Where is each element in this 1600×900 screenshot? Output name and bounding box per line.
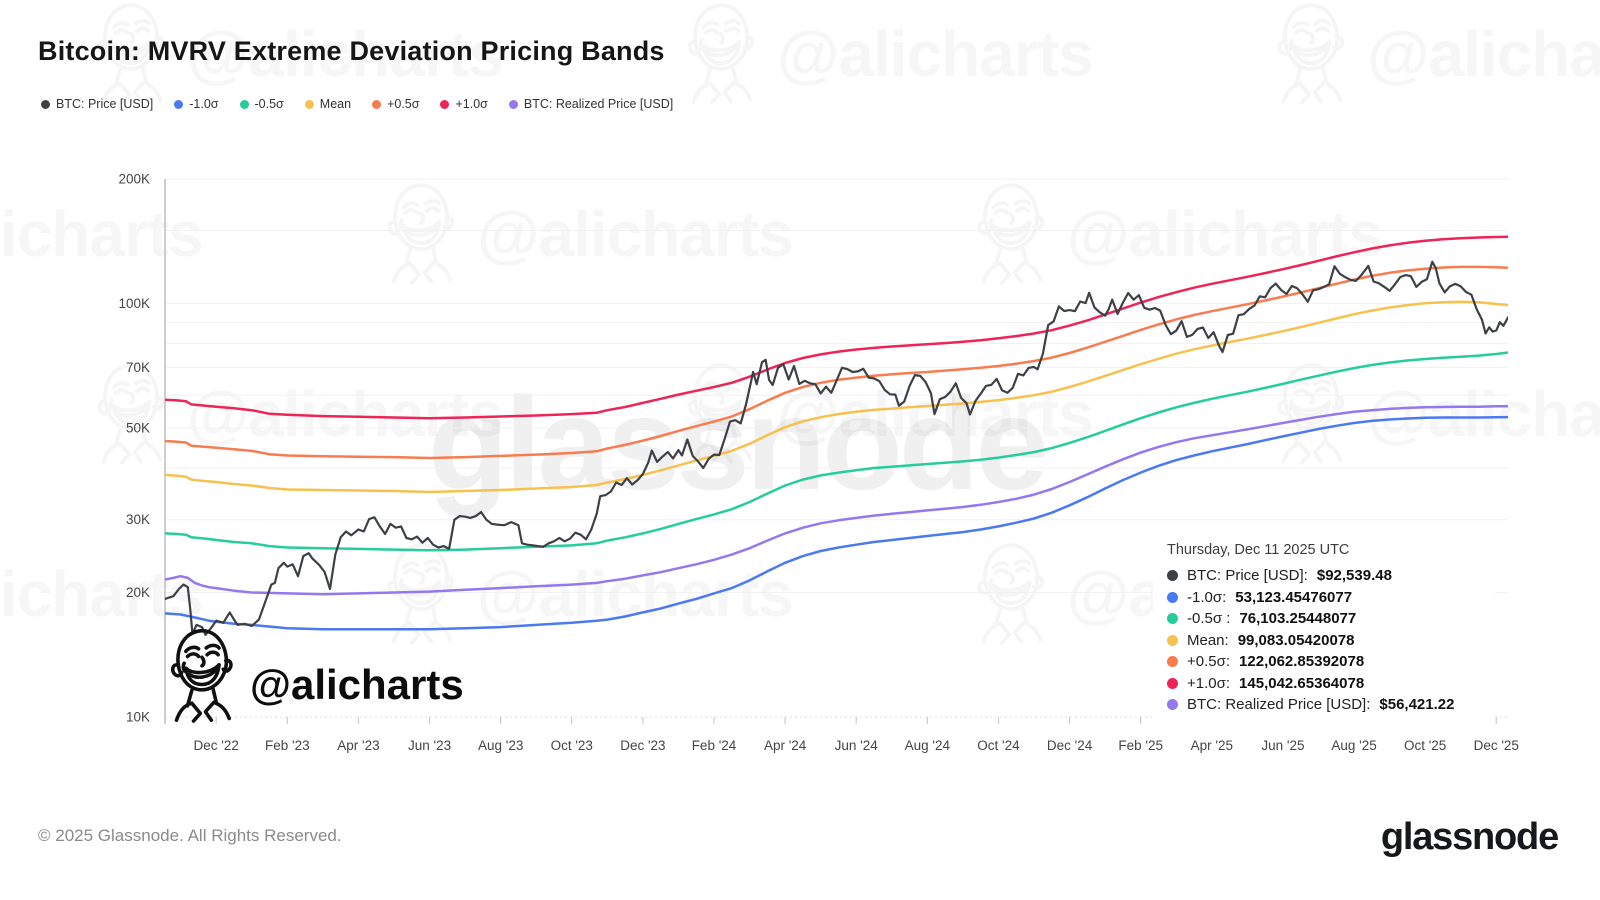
x-tick-label: Jun '23 (408, 738, 451, 753)
tooltip-row-5: +0.5σ: 122,062.85392078 (1167, 651, 1481, 673)
legend-item-label: -1.0σ (189, 97, 219, 111)
legend-dot-icon (440, 99, 450, 109)
series-line-btc-price-usd- (165, 260, 1508, 636)
tooltip-dot-icon (1167, 699, 1178, 711)
tooltip-dot-icon (1167, 634, 1178, 646)
tooltip-row-7: BTC: Realized Price [USD]: $56,421.22 (1167, 694, 1481, 716)
tooltip-dot-icon (1167, 591, 1178, 603)
y-tick-label: 50K (126, 420, 150, 435)
copyright-text: © 2025 Glassnode. All Rights Reserved. (38, 826, 342, 845)
legend-item-6[interactable]: +1.0σ (440, 97, 488, 111)
y-tick-label: 30K (126, 512, 150, 527)
tooltip-row-label: Mean: (1187, 631, 1229, 649)
x-tick-label: Aug '25 (1331, 738, 1376, 753)
legend-item-label: +1.0σ (455, 97, 488, 111)
x-tick-label: Dec '24 (1047, 738, 1093, 753)
chart-legend: BTC: Price [USD] -1.0σ -0.5σ Mean +0.5σ +1.0σ… (41, 97, 673, 111)
legend-item-7[interactable]: BTC: Realized Price [USD] (508, 97, 674, 111)
tooltip-row-1: BTC: Price [USD]: $92,539.48 (1167, 565, 1481, 587)
tooltip-row-value: $92,539.48 (1316, 567, 1392, 585)
y-tick-label: 20K (126, 585, 150, 600)
page-title: Bitcoin: MVRV Extreme Deviation Pricing … (38, 36, 665, 66)
x-tick-label: Apr '23 (337, 738, 379, 753)
tooltip-row-2: -1.0σ: 53,123.45476077 (1167, 587, 1481, 609)
tooltip-dot-icon (1167, 613, 1178, 625)
x-tick-label: Oct '24 (977, 738, 1020, 753)
legend-item-label: +0.5σ (387, 97, 420, 111)
tooltip-row-value: 99,083.05420078 (1237, 631, 1355, 649)
tooltip-row-6: +1.0σ: 145,042.65364078 (1167, 673, 1481, 695)
tooltip-row-value: 53,123.45476077 (1235, 588, 1353, 606)
tooltip-rows: BTC: Price [USD]: $92,539.48 -1.0σ: 53,12… (1167, 565, 1481, 716)
legend-item-5[interactable]: +0.5σ (372, 97, 419, 111)
tooltip-row-value: $56,421.22 (1379, 696, 1455, 714)
x-tick-label: Apr '24 (764, 738, 807, 753)
glassnode-logo: glassnode (1380, 816, 1559, 858)
y-tick-label: 200K (118, 172, 150, 187)
legend-item-label: -0.5σ (254, 97, 284, 111)
x-tick-label: Dec '25 (1474, 738, 1519, 753)
tooltip-row-label: BTC: Price [USD]: (1187, 567, 1308, 585)
x-tick-label: Aug '24 (905, 738, 951, 753)
series-line-+1.0- (165, 235, 1508, 420)
x-tick-label: Dec '23 (620, 738, 665, 753)
tooltip-date: Thursday, Dec 11 2025 UTC (1167, 542, 1350, 558)
tooltip-dot-icon (1167, 570, 1178, 582)
legend-item-1[interactable]: BTC: Price [USD] (41, 97, 153, 111)
x-tick-label: Oct '25 (1404, 738, 1446, 753)
legend-dot-icon (174, 99, 184, 109)
x-tick-label: Dec '22 (194, 738, 239, 753)
legend-dot-icon (41, 99, 50, 109)
tooltip-row-label: -1.0σ: (1187, 588, 1227, 606)
legend-dot-icon (372, 99, 382, 109)
legend-item-3[interactable]: -0.5σ (239, 97, 284, 111)
x-tick-label: Oct '23 (551, 738, 593, 753)
x-tick-label: Aug '23 (478, 738, 523, 753)
legend-item-label: BTC: Realized Price [USD] (523, 97, 674, 111)
legend-item-label: Mean (319, 97, 352, 111)
legend-item-label: BTC: Price [USD] (56, 97, 154, 111)
alicharts-logo: @alicharts (158, 625, 464, 727)
footer: © 2025 Glassnode. All Rights Reserved. g… (0, 790, 1600, 900)
x-tick-label: Jun '24 (835, 738, 879, 753)
series-line-+0.5- (165, 265, 1508, 460)
x-tick-label: Jun '25 (1261, 738, 1304, 753)
tooltip-row-value: 122,062.85392078 (1239, 653, 1365, 671)
series-line-mean (165, 300, 1508, 494)
x-tick-label: Feb '24 (692, 738, 737, 753)
y-tick-label: 70K (126, 360, 150, 375)
tooltip-row-4: Mean: 99,083.05420078 (1167, 630, 1481, 652)
tooltip-row-label: -0.5σ : (1187, 610, 1231, 628)
legend-item-4[interactable]: Mean (304, 97, 352, 111)
tooltip-row-value: 76,103.25448077 (1239, 610, 1357, 628)
tooltip-dot-icon (1167, 677, 1178, 689)
alicharts-face-icon (158, 625, 246, 727)
x-tick-label: Feb '25 (1118, 738, 1163, 753)
y-tick-label: 100K (118, 296, 150, 311)
tooltip-row-value: 145,042.65364078 (1239, 674, 1365, 692)
y-tick-label: 10K (126, 710, 150, 725)
legend-dot-icon (508, 99, 518, 109)
tooltip-row-label: +0.5σ: (1187, 653, 1231, 671)
chart-region[interactable]: @alicharts@alicharts@alicharts@alicharts… (0, 130, 1600, 790)
tooltip-row-label: BTC: Realized Price [USD]: (1187, 696, 1371, 714)
x-tick-label: Feb '23 (265, 738, 310, 753)
tooltip-row-label: +1.0σ: (1187, 674, 1231, 692)
legend-dot-icon (239, 99, 249, 109)
x-tick-label: Apr '25 (1191, 738, 1233, 753)
tooltip-dot-icon (1167, 656, 1178, 668)
legend-item-2[interactable]: -1.0σ (174, 97, 219, 111)
alicharts-handle: @alicharts (250, 661, 464, 708)
tooltip-row-3: -0.5σ : 76,103.25448077 (1167, 608, 1481, 630)
tooltip-panel: Thursday, Dec 11 2025 UTC BTC: Price [US… (1153, 533, 1495, 726)
legend-dot-icon (304, 99, 314, 109)
